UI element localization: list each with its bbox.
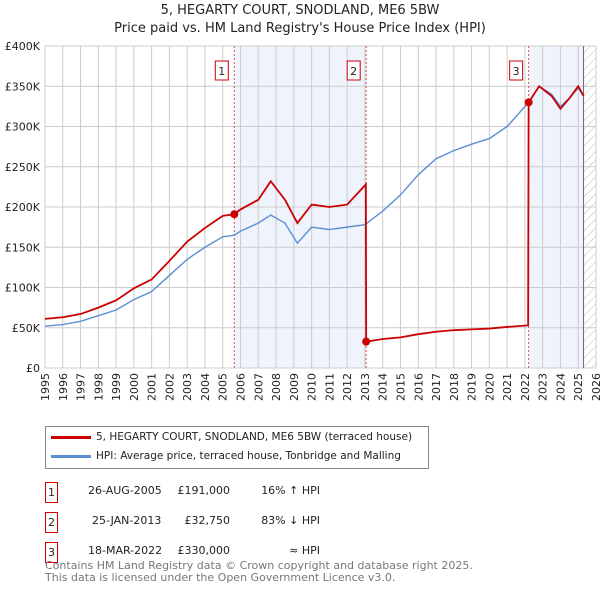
x-tick-label: 2007 bbox=[252, 373, 265, 401]
y-tick-label: £0 bbox=[26, 362, 40, 375]
y-tick-label: £50K bbox=[12, 322, 41, 335]
sale-row: 2 25-JAN-2013 £32,750 83% ↓ HPI bbox=[45, 512, 545, 533]
sale-hpi-relation: ≈ HPI bbox=[289, 544, 320, 557]
chart-subtitle: Price paid vs. HM Land Registry's House … bbox=[114, 21, 486, 36]
chart-title: 5, HEGARTY COURT, SNODLAND, ME6 5BW bbox=[160, 3, 440, 18]
sale-point bbox=[524, 98, 533, 107]
sale-point bbox=[230, 210, 239, 219]
x-tick-label: 2015 bbox=[394, 373, 407, 401]
sale-marker-box bbox=[346, 60, 361, 81]
x-tick-label: 2006 bbox=[235, 373, 248, 401]
y-tick-label: £200K bbox=[5, 201, 41, 214]
sale-marker-label: 3 bbox=[513, 65, 520, 78]
sale-date: 25-JAN-2013 bbox=[92, 514, 162, 527]
legend-swatch-property bbox=[51, 436, 91, 439]
x-tick-label: 2019 bbox=[466, 373, 479, 401]
x-tick-label: 2018 bbox=[448, 373, 461, 401]
sale-hpi-relation: 16% ↑ HPI bbox=[261, 484, 320, 497]
x-tick-label: 2025 bbox=[572, 373, 585, 401]
sale-marker-label: 2 bbox=[350, 65, 357, 78]
y-tick-label: £150K bbox=[5, 241, 41, 254]
x-tick-label: 1998 bbox=[92, 373, 105, 401]
y-tick-label: £250K bbox=[5, 161, 41, 174]
x-tick-label: 2008 bbox=[270, 373, 283, 401]
sale-hpi-relation: 83% ↓ HPI bbox=[261, 514, 320, 527]
sale-row: 1 26-AUG-2005 £191,000 16% ↑ HPI bbox=[45, 482, 545, 503]
x-tick-label: 2017 bbox=[430, 373, 443, 401]
x-tick-label: 2001 bbox=[146, 373, 159, 401]
x-tick-label: 2024 bbox=[554, 373, 567, 401]
y-tick-label: £400K bbox=[5, 40, 41, 53]
x-tick-label: 1999 bbox=[110, 373, 123, 401]
sale-point bbox=[362, 337, 371, 346]
sale-marker-label: 1 bbox=[218, 65, 225, 78]
legend-swatch-hpi bbox=[51, 455, 91, 458]
x-tick-label: 1997 bbox=[75, 373, 88, 401]
sale-date: 18-MAR-2022 bbox=[88, 544, 163, 557]
sale-price: £191,000 bbox=[177, 484, 231, 497]
sale-marker-box bbox=[509, 60, 524, 81]
legend: 5, HEGARTY COURT, SNODLAND, ME6 5BW (ter… bbox=[45, 426, 429, 469]
y-tick-label: £300K bbox=[5, 121, 41, 134]
x-tick-label: 2026 bbox=[590, 373, 600, 401]
footer-copyright: Contains HM Land Registry data © Crown c… bbox=[45, 559, 473, 572]
x-tick-label: 2022 bbox=[519, 373, 532, 401]
x-tick-label: 2002 bbox=[163, 373, 176, 401]
sale-price: £330,000 bbox=[177, 544, 231, 557]
x-tick-label: 2021 bbox=[501, 373, 514, 401]
x-tick-label: 2004 bbox=[199, 373, 212, 401]
x-tick-label: 2005 bbox=[217, 373, 230, 401]
x-tick-label: 2016 bbox=[412, 373, 425, 401]
sale-row: 3 18-MAR-2022 £330,000 ≈ HPI bbox=[45, 542, 545, 563]
x-tick-label: 1996 bbox=[57, 373, 70, 401]
sale-marker-box bbox=[214, 60, 229, 81]
x-tick-label: 2013 bbox=[359, 373, 372, 401]
footer-licence: This data is licensed under the Open Gov… bbox=[45, 571, 396, 584]
legend-property: 5, HEGARTY COURT, SNODLAND, ME6 5BW (ter… bbox=[96, 431, 413, 443]
x-tick-label: 2020 bbox=[483, 373, 496, 401]
price-chart: 1995 1996 1997 1998 1999 2000 2001 2002 2003 2004… bbox=[5, 40, 600, 401]
x-tick-label: 1995 bbox=[39, 373, 52, 401]
legend-hpi: HPI: Average price, terraced house, Tonb… bbox=[96, 450, 401, 462]
sale-marker-badge: 1 bbox=[45, 482, 58, 503]
property-price-line bbox=[44, 84, 585, 343]
x-tick-label: 2000 bbox=[128, 373, 141, 401]
x-tick-label: 2009 bbox=[288, 373, 301, 401]
sale-price: £32,750 bbox=[184, 514, 231, 527]
x-tick-label: 2011 bbox=[323, 373, 336, 401]
sale-marker-badge: 3 bbox=[45, 542, 58, 563]
x-tick-label: 2010 bbox=[306, 373, 319, 401]
x-tick-label: 2014 bbox=[377, 373, 390, 401]
sale-date: 26-AUG-2005 bbox=[88, 484, 162, 497]
y-tick-label: £100K bbox=[5, 282, 41, 295]
x-tick-label: 2023 bbox=[537, 373, 550, 401]
sale-marker-badge: 2 bbox=[45, 512, 58, 533]
x-tick-label: 2003 bbox=[181, 373, 194, 401]
y-tick-label: £350K bbox=[5, 80, 41, 93]
x-tick-label: 2012 bbox=[341, 373, 354, 401]
